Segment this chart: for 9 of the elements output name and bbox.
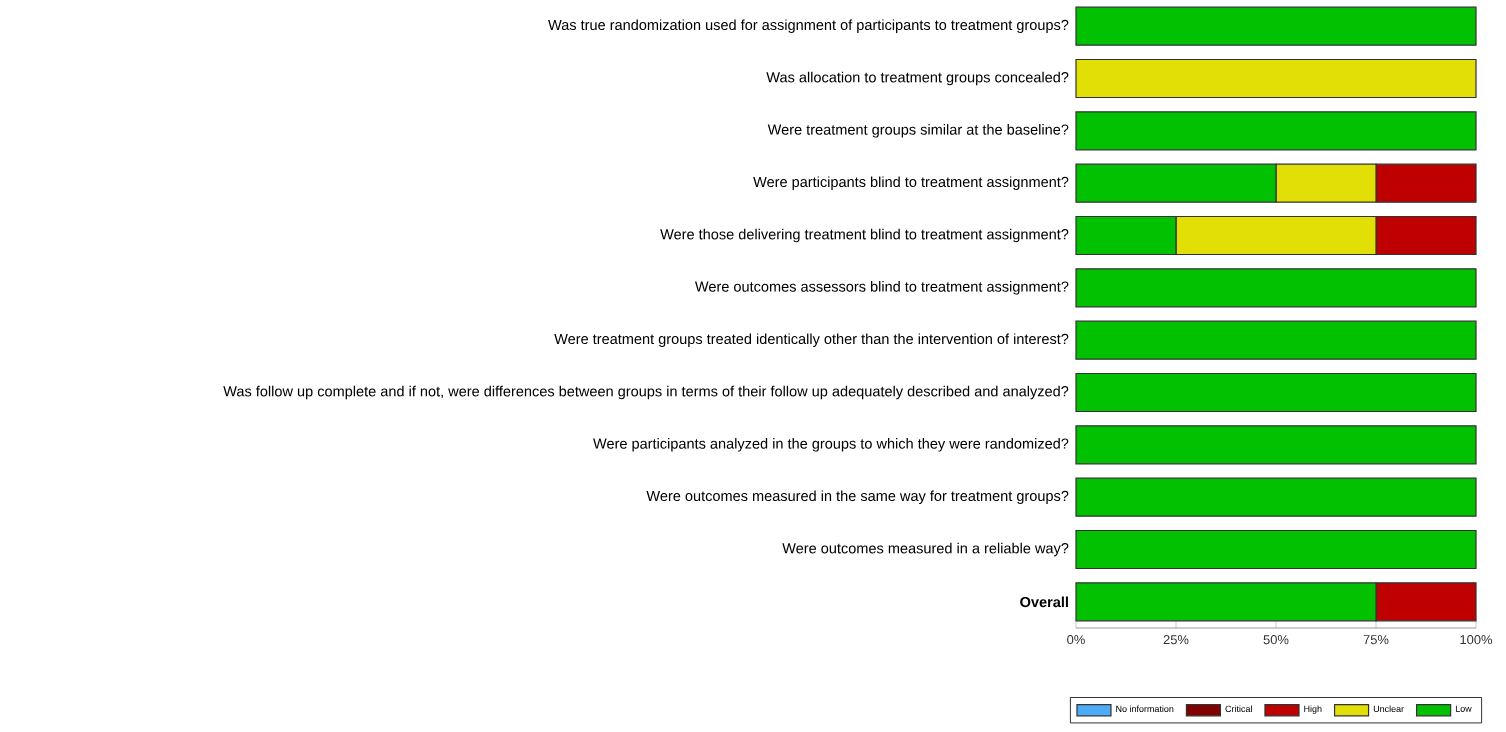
bar xyxy=(1075,268,1477,308)
bar xyxy=(1075,372,1477,413)
bar xyxy=(1075,320,1477,360)
bar xyxy=(1075,477,1477,517)
bar xyxy=(1075,6,1477,46)
bar xyxy=(1075,58,1477,99)
bar xyxy=(1075,529,1477,570)
bar xyxy=(1075,425,1477,465)
bar xyxy=(1075,111,1477,151)
